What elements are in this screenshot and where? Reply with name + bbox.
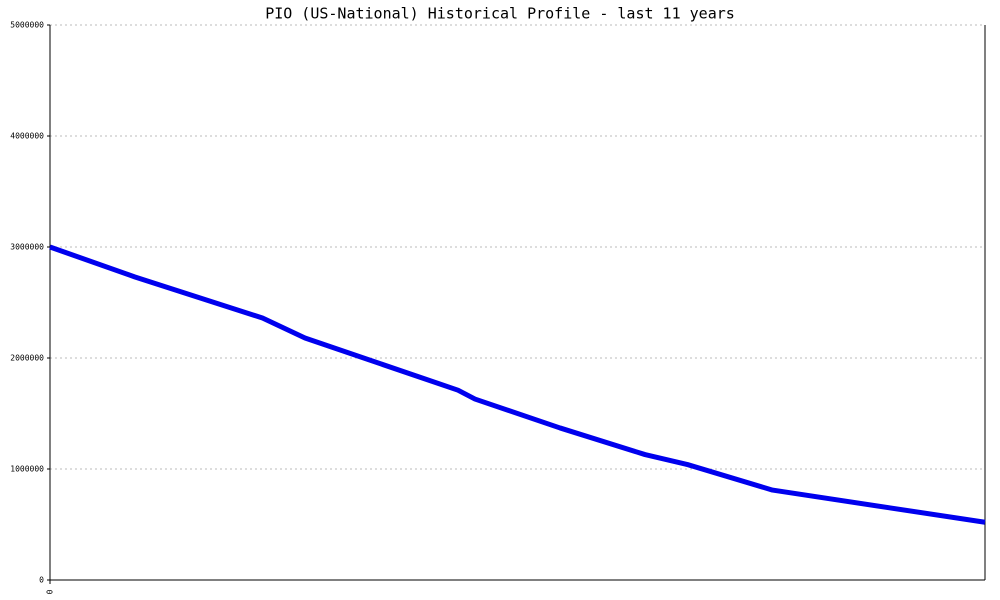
- chart-title: PIO (US-National) Historical Profile - l…: [265, 5, 735, 23]
- y-tick-label: 1000000: [10, 465, 44, 474]
- y-tick-label: 0: [39, 576, 44, 585]
- x-tick-label: 0: [46, 589, 55, 594]
- y-tick-label: 5000000: [10, 21, 44, 30]
- data-line: [49, 244, 986, 525]
- y-tick-label: 3000000: [10, 243, 44, 252]
- y-tick-label: 2000000: [10, 354, 44, 363]
- y-tick-label: 4000000: [10, 132, 44, 141]
